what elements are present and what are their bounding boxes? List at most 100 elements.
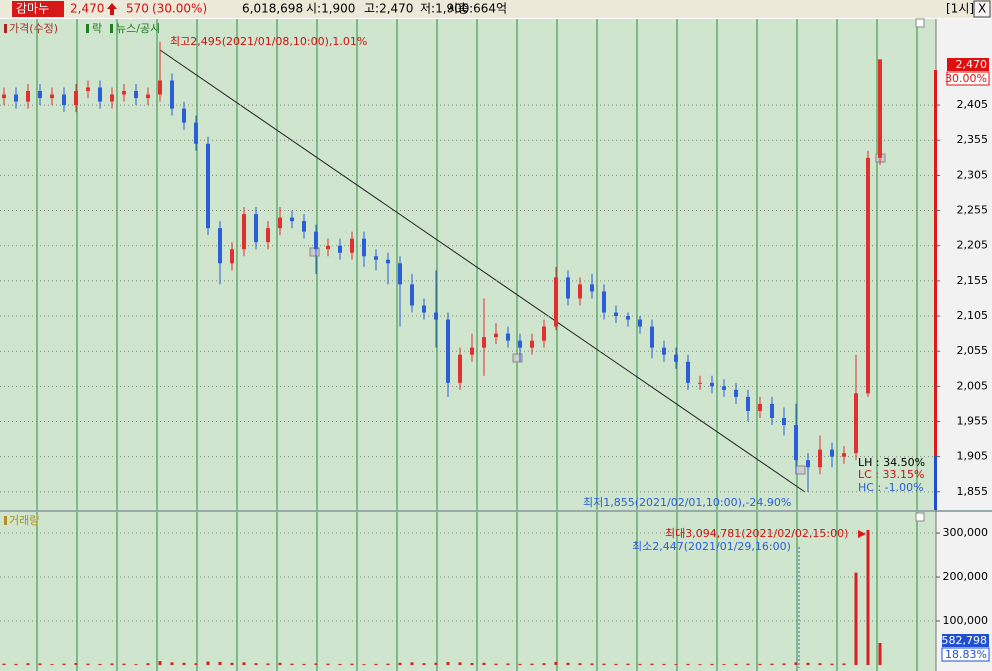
candle-body <box>230 249 234 264</box>
volume-bar <box>290 663 294 665</box>
volume-bar <box>26 663 30 665</box>
candle-body <box>818 449 822 468</box>
candle-body <box>14 94 18 102</box>
max-annotation: 최대3,094,781(2021/02/02,15:00) <box>665 527 848 540</box>
candle-body <box>878 59 882 158</box>
legend-swatch <box>4 24 7 33</box>
candle-body <box>626 316 630 320</box>
volume-bar <box>122 663 126 665</box>
stock-name: 감마누 <box>16 2 49 16</box>
price-panel <box>0 19 936 510</box>
candle-body <box>134 91 138 99</box>
y-tick-label: 2,205 <box>957 239 989 252</box>
candle-body <box>614 312 618 317</box>
interval[interactable]: [1시] <box>946 2 974 16</box>
volume-bar <box>782 663 786 665</box>
candle-body <box>62 94 66 106</box>
axis-panel <box>936 19 992 671</box>
volume-bar <box>302 663 306 665</box>
volume-panel <box>0 512 936 671</box>
candle-body <box>578 284 582 299</box>
hc-annotation: HC : -1.00% <box>858 481 924 494</box>
candle-body <box>398 263 402 285</box>
candle-body <box>254 214 258 243</box>
candle-body <box>758 403 762 411</box>
volume-bar <box>98 663 102 665</box>
candle-body <box>350 238 354 253</box>
volume-bar <box>494 663 498 665</box>
close-button[interactable] <box>973 0 991 18</box>
volume-bar <box>278 662 282 665</box>
volume-bar <box>170 662 174 665</box>
legend-swatch <box>86 24 89 33</box>
y-tick-label: 1,905 <box>957 450 989 463</box>
volume-bar <box>86 663 90 665</box>
market-cap: 시총:664억 <box>447 2 507 16</box>
volume-bar <box>866 529 870 665</box>
volume-bar <box>266 663 270 665</box>
candle-body <box>590 284 594 292</box>
volume-bar <box>434 662 438 665</box>
panel-button[interactable] <box>915 18 925 28</box>
volume-bar <box>254 663 258 665</box>
legend-label: 뉴스/공시 <box>116 22 160 35</box>
candle-body <box>206 143 210 229</box>
change-pct: (30.00%) <box>152 2 207 16</box>
candle-body <box>434 312 438 320</box>
news-icon[interactable] <box>795 465 806 475</box>
candle-body <box>710 382 714 387</box>
volume-bar <box>830 663 834 665</box>
y-tick-label: 2,405 <box>957 98 989 111</box>
candle-body <box>218 228 222 264</box>
panel-button[interactable] <box>915 512 925 522</box>
candle-body <box>566 277 570 299</box>
y-tick-label: 2,305 <box>957 168 989 181</box>
candle-body <box>830 449 834 457</box>
candle-body <box>674 354 678 362</box>
legend-label: 락 <box>92 22 102 35</box>
candle-body <box>494 333 498 338</box>
volume-bar <box>338 663 342 665</box>
candle-body <box>122 91 126 95</box>
time-grid <box>36 19 918 671</box>
volume-bar <box>410 662 414 665</box>
volume-box <box>942 634 989 647</box>
candle-body <box>290 217 294 222</box>
current-volume-pct: 18.83% <box>945 648 987 661</box>
volume-bar <box>878 643 882 665</box>
close-label[interactable]: X <box>978 2 986 16</box>
high: 고:2,470 <box>364 2 413 16</box>
open: 시:1,900 <box>306 2 355 16</box>
high-annotation: 최고2,495(2021/01/08,10:00),1.01% <box>170 35 367 48</box>
candle-body <box>98 87 102 102</box>
candle-body <box>26 91 30 102</box>
volume-bar <box>74 663 78 665</box>
candle-body <box>638 319 642 327</box>
news-icon[interactable] <box>512 353 523 363</box>
candle-body <box>50 94 54 99</box>
min-annotation: 최소2,447(2021/01/29,16:00) <box>632 540 791 553</box>
legend-swatch <box>4 516 7 525</box>
candle-body <box>326 245 330 250</box>
low-annotation: 최저1,855(2021/02/01,10:00),-24.90% <box>583 496 791 509</box>
volume-bar <box>818 663 822 665</box>
volume-bar <box>710 663 714 665</box>
volume-bar <box>794 662 798 665</box>
volume-bar <box>806 662 810 665</box>
candle-body <box>158 80 162 95</box>
volume-bar <box>734 663 738 665</box>
candle-body <box>722 386 726 390</box>
volume-bar <box>566 662 570 665</box>
y-tick-label: 2,055 <box>957 344 989 357</box>
candle-body <box>554 277 558 327</box>
volume-bar <box>218 661 222 665</box>
legend-label: 거래량 <box>9 514 39 527</box>
lh-annotation: LH : 34.50% <box>858 456 925 469</box>
volume-bar <box>602 663 606 665</box>
candle-body <box>662 347 666 355</box>
volume-bar <box>674 664 678 665</box>
volume-bar <box>422 663 426 665</box>
candle-body <box>506 333 510 341</box>
